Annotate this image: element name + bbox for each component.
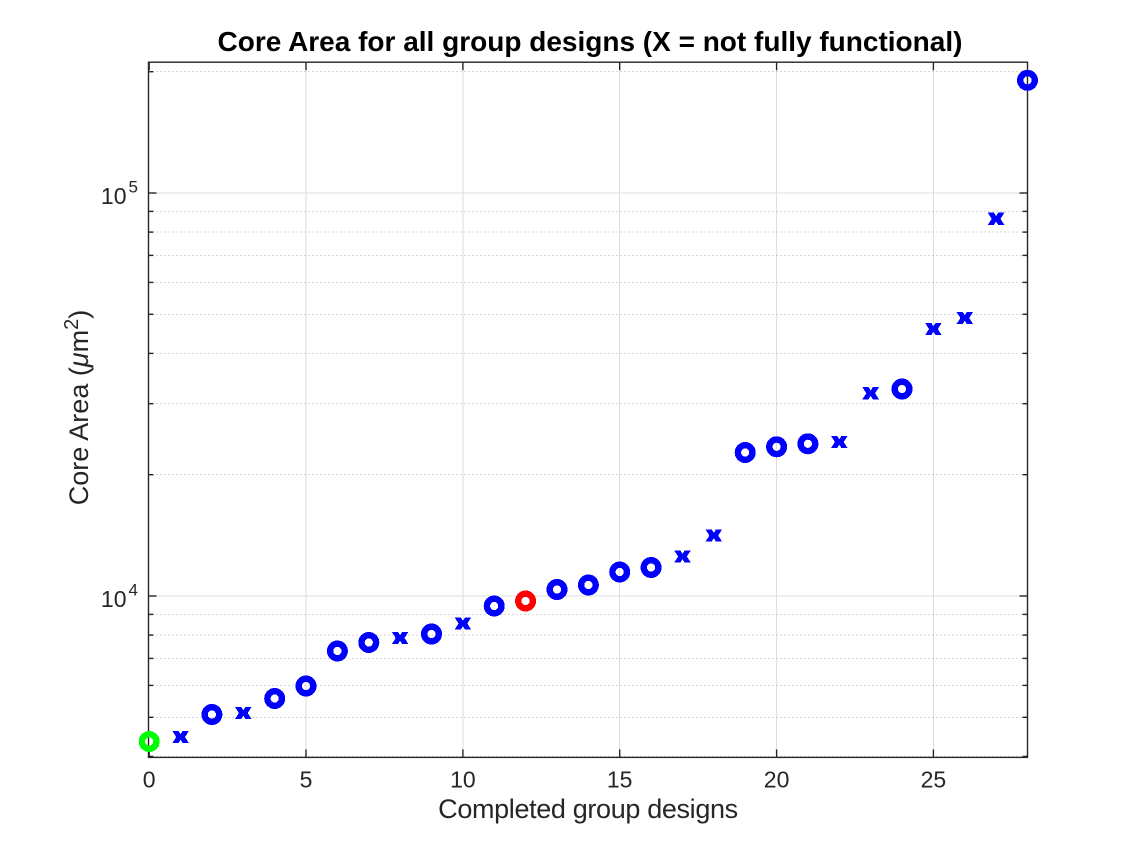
- svg-text:10: 10: [450, 767, 476, 793]
- svg-text:5: 5: [300, 767, 313, 793]
- svg-text:Core Area for all group design: Core Area for all group designs (X = not…: [218, 26, 963, 57]
- svg-text:Completed group designs: Completed group designs: [438, 794, 738, 824]
- svg-text:5: 5: [129, 177, 138, 196]
- svg-text:4: 4: [129, 580, 138, 599]
- svg-text:0: 0: [143, 767, 156, 793]
- svg-text:Core Area (μm2): Core Area (μm2): [61, 310, 94, 505]
- svg-text:25: 25: [921, 767, 947, 793]
- svg-text:10: 10: [101, 183, 127, 209]
- svg-text:15: 15: [607, 767, 633, 793]
- svg-text:10: 10: [101, 586, 127, 612]
- svg-text:20: 20: [764, 767, 790, 793]
